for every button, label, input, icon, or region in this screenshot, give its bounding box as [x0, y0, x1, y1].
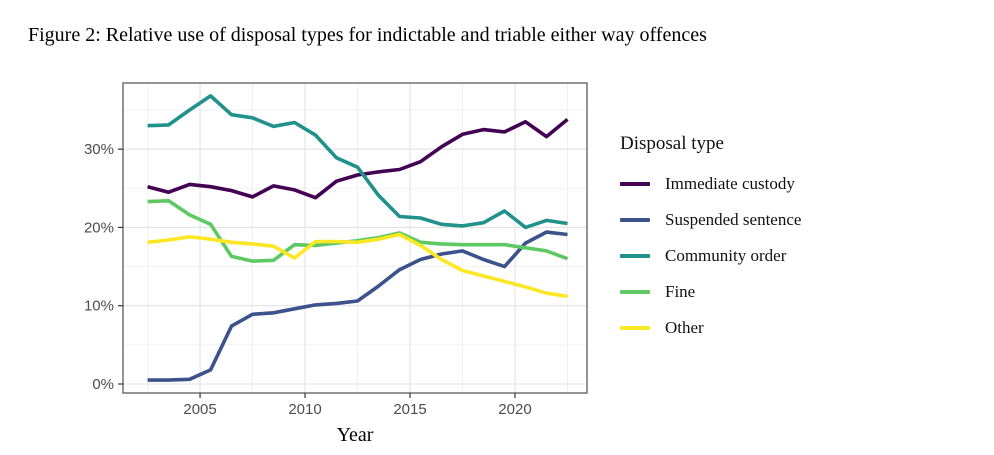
y-tick-label: 20%	[84, 219, 114, 236]
legend-item-immediate-custody: Immediate custody	[620, 166, 801, 202]
legend-label: Fine	[665, 282, 696, 301]
legend-item-other: Other	[620, 310, 801, 346]
panel-border	[122, 82, 588, 394]
x-tick-label: 2015	[393, 401, 426, 418]
legend-item-suspended-sentence: Suspended sentence	[620, 202, 801, 238]
y-tick-label: 10%	[84, 298, 114, 315]
series-line-suspended-sentence	[147, 230, 568, 382]
legend-item-community-order: Community order	[620, 238, 801, 274]
series-line-community-order	[147, 94, 568, 230]
y-tick-label: 0%	[92, 376, 114, 393]
figure-title: Figure 2: Relative use of disposal types…	[28, 24, 707, 46]
axis-tick-labels: 2005 2010 2015 2020 0% 10% 20% 30%	[84, 141, 532, 418]
legend-entries: Immediate custody Suspended sentence Commu…	[620, 166, 801, 346]
legend-key-line	[620, 290, 650, 294]
legend-label: Immediate custody	[665, 174, 795, 193]
legend-key-line	[620, 254, 650, 258]
axis-ticks	[118, 148, 516, 398]
legend-label: Community order	[665, 246, 787, 265]
y-tick-label: 30%	[84, 141, 114, 158]
legend-key-line	[620, 182, 650, 186]
series-line-other	[147, 232, 568, 299]
legend-label: Suspended sentence	[665, 210, 802, 229]
series-lines	[147, 94, 569, 382]
x-tick-label: 2020	[498, 401, 531, 418]
x-tick-label: 2005	[183, 401, 216, 418]
legend-label: Other	[665, 318, 704, 337]
legend: Disposal type Immediate custody Suspended…	[620, 131, 801, 346]
legend-title: Disposal type	[620, 133, 724, 154]
legend-key-line	[620, 218, 650, 222]
legend-key-line	[620, 326, 650, 330]
x-axis-title: Year	[337, 424, 374, 446]
x-tick-label: 2010	[288, 401, 321, 418]
legend-item-fine: Fine	[620, 274, 801, 310]
series-line-immediate-custody	[147, 118, 569, 200]
